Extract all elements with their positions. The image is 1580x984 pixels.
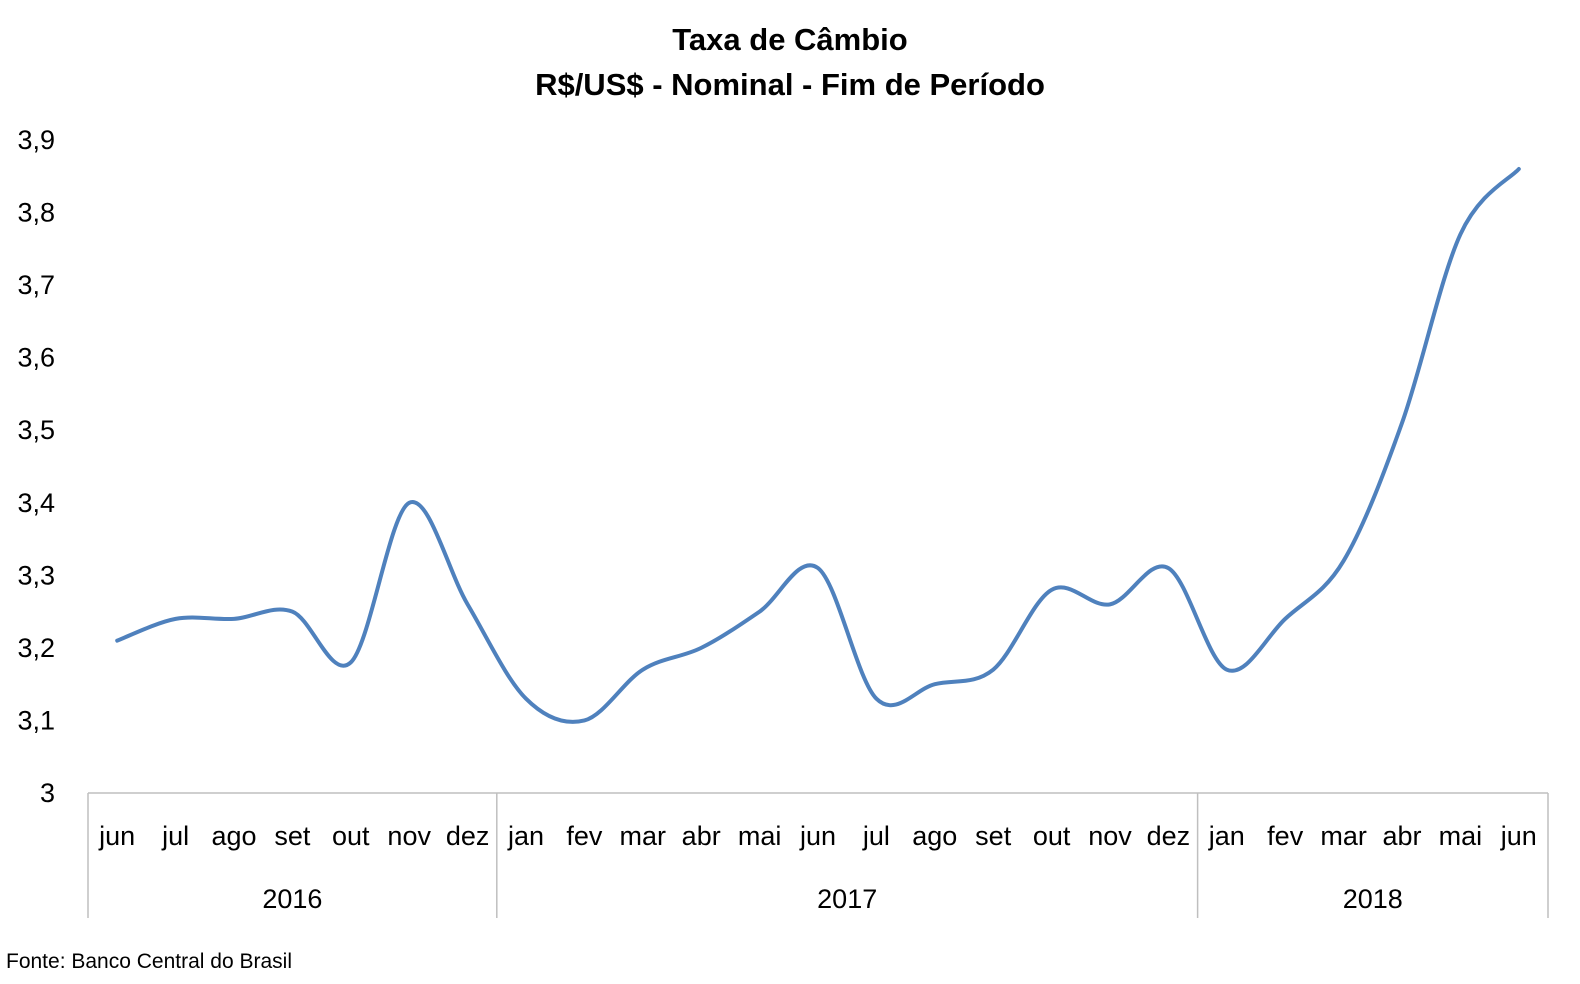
x-tick-label: jan [1208, 821, 1245, 851]
year-label: 2016 [262, 884, 322, 914]
x-tick-label: set [274, 821, 311, 851]
x-tick-label: nov [1088, 821, 1132, 851]
y-tick-label: 3,3 [17, 560, 55, 590]
series-line [115, 167, 1521, 724]
y-tick-label: 3 [40, 778, 55, 808]
x-tick-label: dez [1147, 821, 1191, 851]
chart-subtitle: R$/US$ - Nominal - Fim de Período [535, 67, 1045, 102]
x-tick-label: jun [799, 821, 836, 851]
y-tick-label: 3,7 [17, 270, 55, 300]
x-tick-label: nov [387, 821, 431, 851]
x-tick-label: fev [1267, 821, 1304, 851]
y-tick-label: 3,6 [17, 343, 55, 373]
x-tick-label: ago [211, 821, 256, 851]
x-tick-label: set [975, 821, 1012, 851]
x-tick-label: jun [98, 821, 135, 851]
x-tick-label: jan [507, 821, 544, 851]
plot-area [115, 167, 1521, 724]
x-tick-label: mar [620, 821, 667, 851]
x-tick-label: out [332, 821, 370, 851]
x-tick-label: jun [1500, 821, 1537, 851]
y-tick-label: 3,8 [17, 198, 55, 228]
y-axis: 3 3,1 3,2 3,3 3,4 3,5 3,6 3,7 3,8 3,9 [17, 125, 55, 808]
x-tick-label: abr [1382, 821, 1421, 851]
x-axis: jun jul ago set out nov dez jan fev mar abr mai jun j… [87, 792, 1549, 918]
y-tick-label: 3,5 [17, 415, 55, 445]
x-tick-label: abr [682, 821, 721, 851]
x-tick-label: mar [1320, 821, 1367, 851]
x-tick-label: jul [161, 821, 189, 851]
x-tick-label: mai [738, 821, 782, 851]
x-tick-label: ago [912, 821, 957, 851]
year-label: 2017 [817, 884, 877, 914]
x-tick-label: jul [862, 821, 890, 851]
y-tick-label: 3,2 [17, 633, 55, 663]
x-tick-label: out [1033, 821, 1071, 851]
x-tick-label: mai [1439, 821, 1483, 851]
source-note: Fonte: Banco Central do Brasil [6, 950, 292, 973]
chart-title: Taxa de Câmbio [672, 22, 907, 57]
y-tick-label: 3,4 [17, 488, 55, 518]
y-tick-label: 3,9 [17, 125, 55, 155]
y-tick-label: 3,1 [17, 705, 55, 735]
x-tick-label: fev [566, 821, 603, 851]
year-label: 2018 [1343, 884, 1403, 914]
x-tick-label: dez [446, 821, 490, 851]
